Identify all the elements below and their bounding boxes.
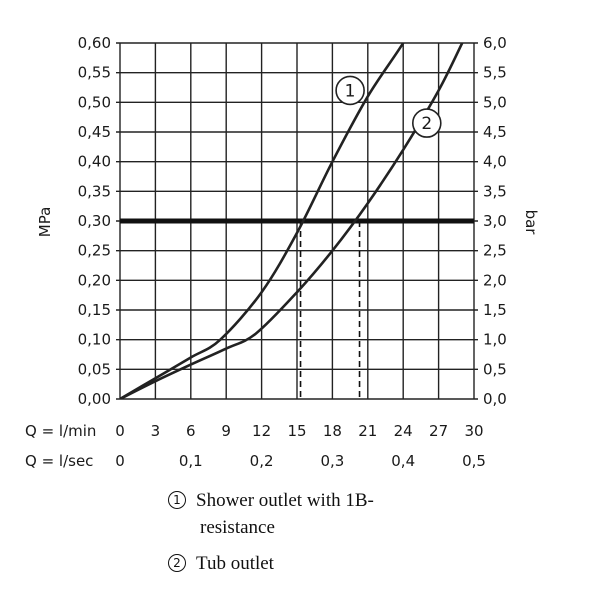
x2-tick-label: 0,2 (250, 452, 274, 470)
y-right-tick-label: 3,5 (483, 182, 507, 200)
y-left-tick-label: 0,05 (78, 360, 111, 378)
y-left-tick-label: 0,55 (78, 64, 111, 82)
x-tick-label: 12 (252, 422, 271, 440)
x-tick-label: 30 (464, 422, 483, 440)
x-tick-label: 3 (151, 422, 161, 440)
y-left-tick-label: 0,25 (78, 242, 111, 260)
y-right-tick-label: 2,5 (483, 242, 507, 260)
y-left-tick-label: 0,10 (78, 331, 111, 349)
series-line-1 (120, 43, 405, 399)
x-tick-label: 9 (221, 422, 231, 440)
legend-item-1: 1 Shower outlet with 1B- (168, 487, 468, 514)
x-tick-label: 6 (186, 422, 196, 440)
legend-marker-1: 1 (168, 491, 186, 509)
y-left-tick-label: 0,15 (78, 301, 111, 319)
x-tick-label: 18 (323, 422, 342, 440)
x2-tick-label: 0 (115, 452, 125, 470)
legend-item-1-line1: Shower outlet with 1B- (196, 490, 374, 511)
tick-labels: 0,000,050,100,150,200,250,300,350,400,45… (78, 34, 507, 470)
legend-item-1-line2: resistance (200, 517, 275, 538)
y-axis-left-label: MPa (36, 207, 54, 238)
x2-tick-label: 0,1 (179, 452, 203, 470)
x-tick-label: 21 (358, 422, 377, 440)
series-marker-label-2: 2 (421, 114, 432, 134)
y-axis-right-label: bar (522, 210, 540, 236)
y-right-tick-label: 0,5 (483, 360, 507, 378)
y-left-tick-label: 0,35 (78, 182, 111, 200)
x2-tick-label: 0,3 (320, 452, 344, 470)
y-right-tick-label: 6,0 (483, 34, 507, 52)
y-right-tick-label: 1,0 (483, 331, 507, 349)
y-right-tick-label: 2,0 (483, 271, 507, 289)
legend: 1 Shower outlet with 1B- resistance 2 Tub … (168, 487, 468, 577)
reference-line-group (120, 218, 474, 399)
x-tick-label: 27 (429, 422, 448, 440)
legend-item-2: 2 Tub outlet (168, 550, 468, 577)
flow-pressure-chart: 12 0,000,050,100,150,200,250,300,350,400… (25, 34, 540, 470)
y-right-tick-label: 0,0 (483, 390, 507, 408)
y-right-tick-label: 5,5 (483, 64, 507, 82)
y-right-tick-label: 3,0 (483, 212, 507, 230)
y-right-tick-label: 1,5 (483, 301, 507, 319)
y-left-tick-label: 0,50 (78, 93, 111, 111)
y-left-tick-label: 0,00 (78, 390, 111, 408)
series-marker-label-1: 1 (345, 81, 356, 101)
x-tick-label: 15 (287, 422, 306, 440)
series-marker-circle-1 (335, 75, 365, 106)
x-tick-label: 24 (394, 422, 413, 440)
x2-tick-label: 0,5 (462, 452, 486, 470)
x-tick-label: 0 (115, 422, 125, 440)
x2-tick-label: 0,4 (391, 452, 415, 470)
series-group: 12 (120, 43, 464, 399)
y-left-tick-label: 0,20 (78, 271, 111, 289)
y-left-tick-label: 0,30 (78, 212, 111, 230)
legend-marker-2: 2 (168, 554, 186, 572)
y-right-tick-label: 4,5 (483, 123, 507, 141)
x-axis-secondary-label: Q = l/sec (25, 452, 93, 470)
legend-item-2-line1: Tub outlet (196, 553, 274, 574)
x-axis-primary-label: Q = l/min (25, 422, 96, 440)
y-left-tick-label: 0,45 (78, 123, 111, 141)
series-marker-circle-2 (411, 108, 442, 138)
y-right-tick-label: 5,0 (483, 93, 507, 111)
y-left-tick-label: 0,60 (78, 34, 111, 52)
y-left-tick-label: 0,40 (78, 153, 111, 171)
y-right-tick-label: 4,0 (483, 153, 507, 171)
